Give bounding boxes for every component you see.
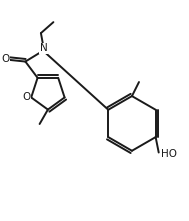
Text: HO: HO [161, 149, 177, 159]
Text: N: N [40, 43, 47, 53]
Text: O: O [22, 92, 31, 103]
Text: O: O [1, 54, 9, 64]
